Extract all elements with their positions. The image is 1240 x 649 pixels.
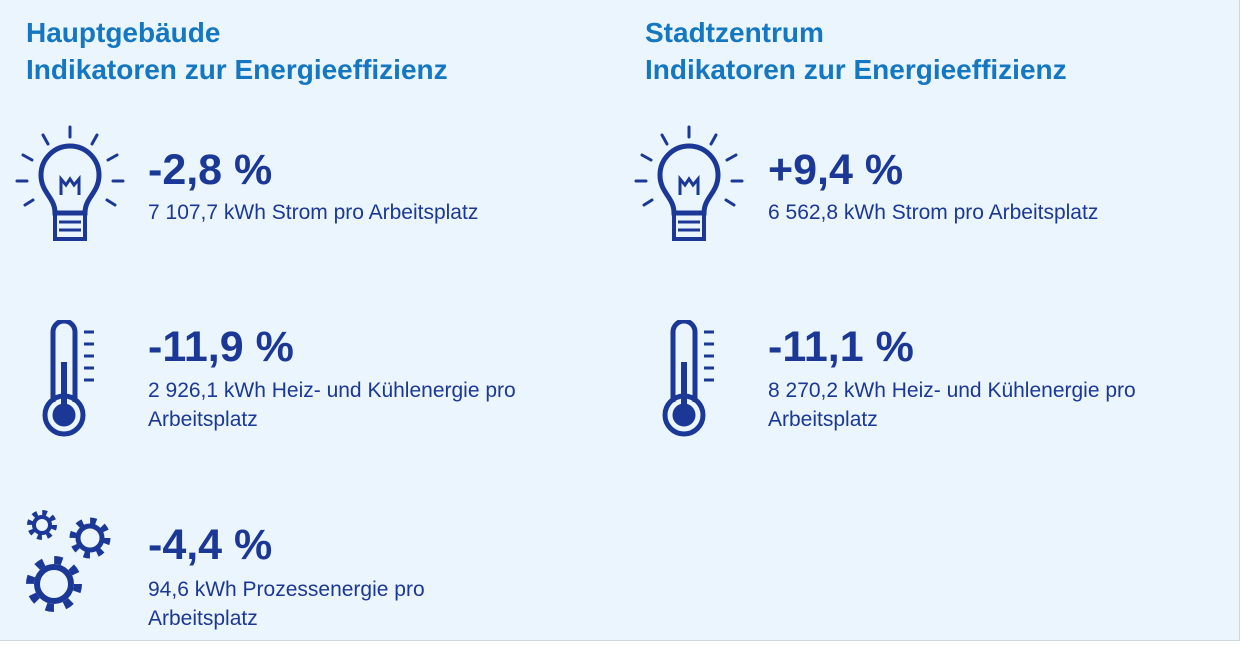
panel-subtitle: Indikatoren zur Energieeffizienz [26,54,448,85]
bulb-icon [634,125,744,241]
value: +9,4 % [768,146,904,194]
description: 6 562,8 kWh Strom pro Arbeitsplatz [768,201,1099,224]
thermometer-icon [662,320,714,437]
value: -2,8 % [148,146,273,194]
value: -11,1 % [768,323,914,371]
description: 7 107,7 kWh Strom pro Arbeitsplatz [148,201,479,224]
panel-subtitle: Indikatoren zur Energieeffizienz [645,54,1067,85]
description: 8 270,2 kWh Heiz- und Kühlenergie pro Ar… [768,379,1136,431]
panel-title: Stadtzentrum [645,17,824,48]
description: 2 926,1 kWh Heiz- und Kühlenergie pro Ar… [148,379,516,431]
description: 94,6 kWh Prozessenergie pro Arbeitsplatz [148,578,425,630]
panel-title: Hauptgebäude [26,17,221,48]
thermometer-icon [42,320,94,437]
gears-icon [26,510,111,612]
bulb-icon [15,125,125,241]
value: -4,4 % [148,521,273,569]
value: -11,9 % [148,323,294,371]
